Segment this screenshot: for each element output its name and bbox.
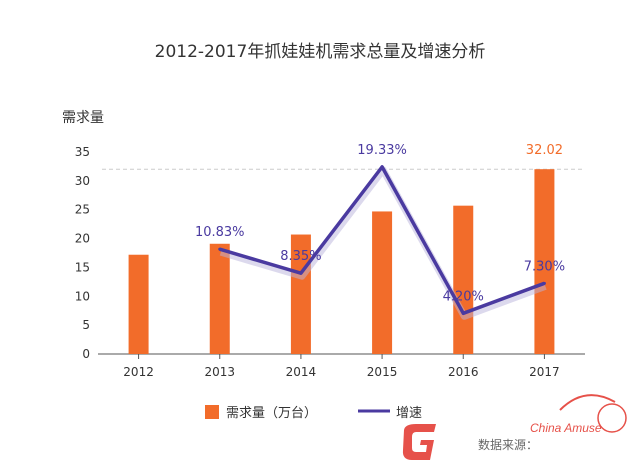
bar-2012 [128, 254, 149, 354]
growth-label-2013: 10.83% [195, 225, 245, 240]
growth-point-2015 [380, 165, 384, 169]
x-tick-label: 2017 [529, 365, 560, 379]
bar-2013 [209, 243, 230, 354]
y-tick-label: 0 [82, 347, 90, 361]
x-tick-label: 2014 [286, 365, 317, 379]
chart-title: 2012-2017年抓娃娃机需求总量及增速分析 [155, 42, 486, 62]
line-layer [218, 165, 547, 320]
y-axis-label: 需求量 [62, 110, 104, 126]
x-tick-label: 2016 [448, 365, 479, 379]
y-tick-label: 35 [75, 145, 90, 159]
x-tick-label: 2015 [367, 365, 398, 379]
labels-layer: 32.02 10.83% 8.35% 19.33% 4.20% 7.30% [195, 143, 565, 304]
growth-point-2014 [299, 271, 303, 275]
watermark-wheel-icon [597, 403, 627, 433]
y-tick-label: 10 [75, 289, 90, 303]
y-tick-label: 15 [75, 260, 90, 274]
bar-2016 [453, 205, 474, 354]
growth-label-2017: 7.30% [524, 259, 565, 274]
legend-bar-swatch [205, 405, 219, 419]
bar-2017 [534, 169, 555, 354]
legend: 需求量（万台） 增速 [205, 405, 422, 421]
x-tick-label: 2012 [123, 365, 154, 379]
watermark-ferris-icon [559, 394, 616, 411]
growth-point-2013 [218, 247, 222, 251]
watermark-g-icon [402, 424, 436, 460]
y-tick-label: 20 [75, 232, 90, 246]
y-tick-label: 25 [75, 203, 90, 217]
legend-line-label: 增速 [396, 406, 422, 421]
legend-bar-label: 需求量（万台） [226, 406, 317, 421]
growth-point-2016 [461, 311, 465, 315]
growth-label-2015: 19.33% [357, 143, 407, 158]
x-tick-label: 2013 [204, 365, 235, 379]
y-tick-label: 5 [82, 318, 90, 332]
bars-layer [128, 169, 555, 354]
bar-value-label: 32.02 [526, 143, 563, 158]
y-tick-label: 30 [75, 174, 90, 188]
growth-point-2017 [542, 281, 546, 285]
growth-label-2016: 4.20% [443, 289, 484, 304]
watermark-logo: China Amuse [402, 394, 627, 460]
growth-label-2014: 8.35% [280, 249, 321, 264]
bar-2015 [372, 211, 393, 354]
source-text: 数据来源： [478, 437, 538, 452]
grid-layer: 0 5 10 15 20 25 30 35 2012 2013 2014 2015 2016 2017 [75, 145, 585, 379]
watermark-subtitle: China Amuse [530, 421, 602, 435]
